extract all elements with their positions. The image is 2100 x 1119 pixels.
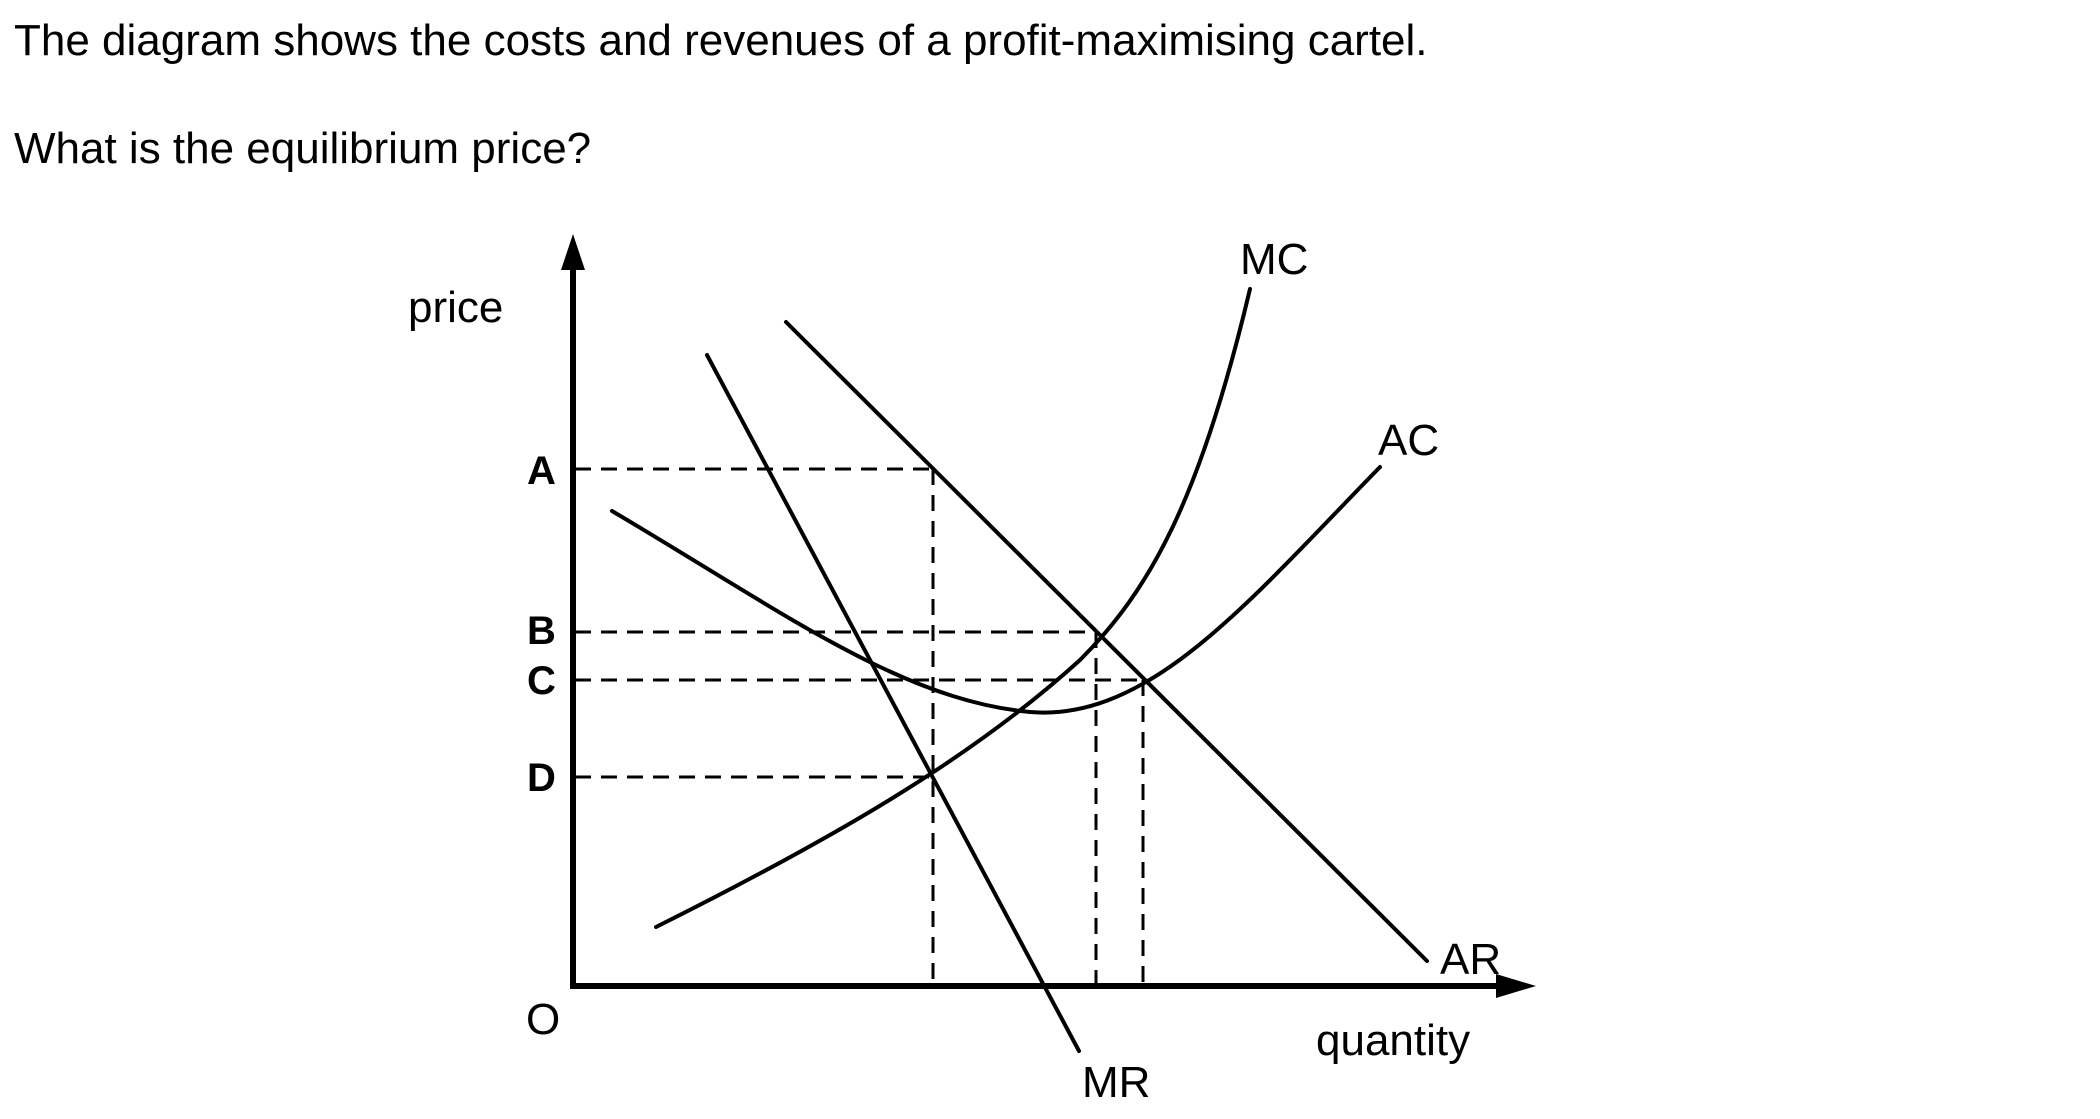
ar-curve xyxy=(784,320,1429,963)
ac-label: AC xyxy=(1378,416,1439,465)
y-axis-label: price xyxy=(408,283,503,332)
x-axis-arrow xyxy=(1496,974,1536,998)
y-axis-arrow xyxy=(561,234,585,270)
question-line-2: What is the equilibrium price? xyxy=(14,124,592,173)
mr-label: MR xyxy=(1082,1058,1150,1107)
x-axis-label: quantity xyxy=(1316,1016,1470,1065)
guide-lines xyxy=(575,467,1145,986)
axes xyxy=(561,234,1536,998)
question-line-1: The diagram shows the costs and revenues… xyxy=(14,16,1428,65)
price-label-c: C xyxy=(527,659,556,703)
mc-label: MC xyxy=(1240,235,1308,284)
ac-curve xyxy=(610,465,1382,715)
mr-curve xyxy=(705,353,1081,1053)
price-label-d: D xyxy=(527,756,556,800)
origin-label: O xyxy=(526,995,560,1044)
price-label-b: B xyxy=(527,609,556,653)
ar-label: AR xyxy=(1440,935,1501,984)
mc-curve xyxy=(654,287,1252,929)
price-label-a: A xyxy=(527,449,556,493)
